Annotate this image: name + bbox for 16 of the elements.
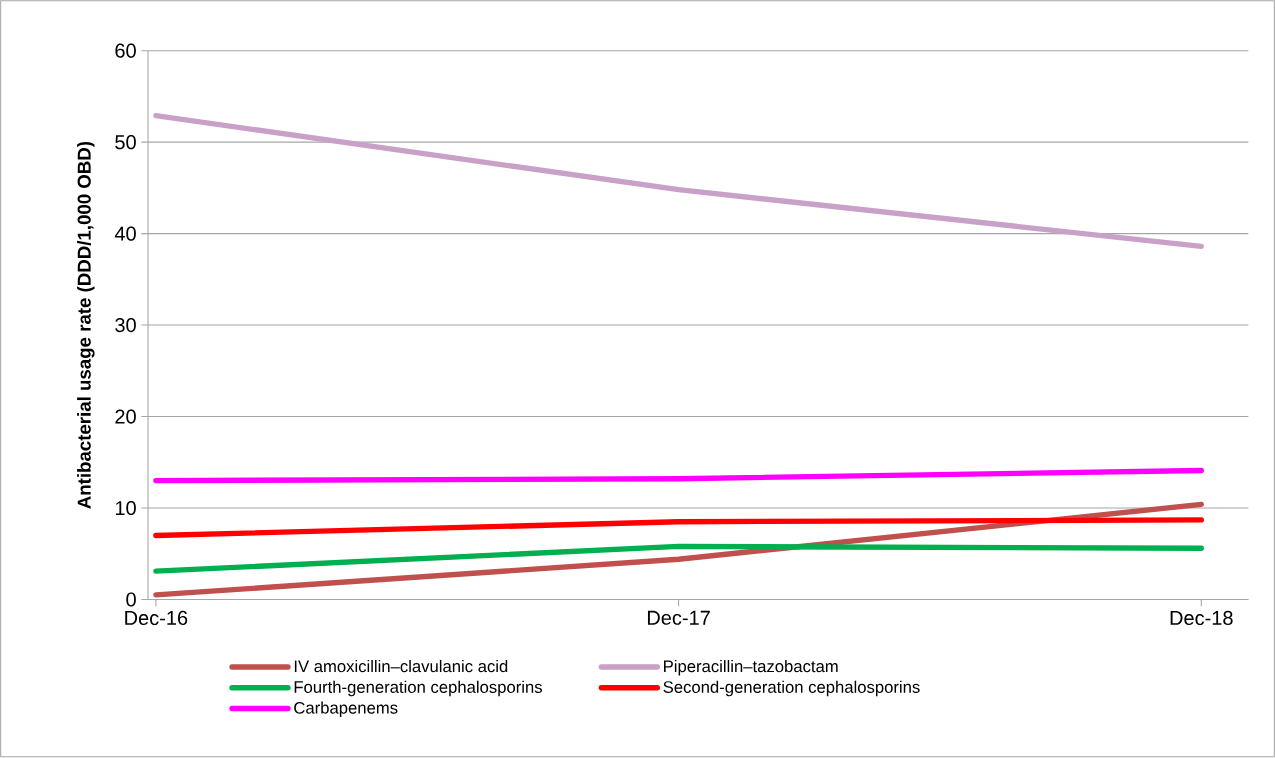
y-tick-label: 30 [115, 318, 136, 333]
legend-label: Carbapenems [294, 701, 398, 718]
y-tick-label: 10 [115, 501, 136, 516]
y-tick-label: 50 [115, 135, 136, 150]
y-tick-label: 0 [126, 592, 136, 607]
y-tick-label: 40 [114, 226, 136, 241]
y-tick-label: 60 [115, 43, 136, 58]
x-tick-label: Dec-17 [647, 611, 710, 626]
x-tick-label: Dec-16 [125, 611, 188, 626]
y-axis-title: Antibacterial usage rate (DDD/1,000 OBD) [77, 142, 95, 510]
x-tick-label: Dec-18 [1170, 611, 1233, 626]
legend-label: IV amoxicillin–clavulanic acid [294, 660, 508, 673]
y-tick-label: 20 [115, 409, 136, 424]
legend-label: Second-generation cephalosporins [663, 680, 920, 697]
legend-label: Piperacillin–tazobactam [664, 660, 838, 676]
legend-label: Fourth-generation cephalosporins [294, 680, 542, 697]
